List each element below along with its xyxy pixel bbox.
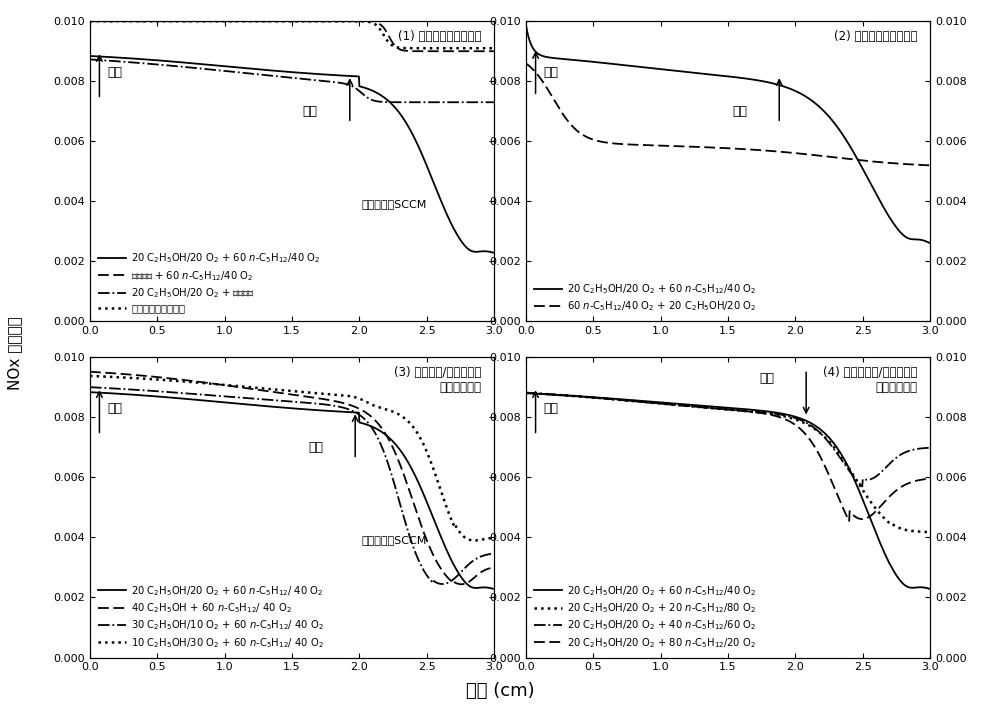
Text: 前喷: 前喷 [544,66,559,78]
Text: 前喷: 前喷 [108,66,122,78]
Legend: 20 C$_2$H$_5$OH/20 O$_2$ + 60 $n$-C$_5$H$_{12}$/ 40 O$_2$, 40 C$_2$H$_5$OH + 60 : 20 C$_2$H$_5$OH/20 O$_2$ + 60 $n$-C$_5$H… [95,581,327,653]
Text: 后喷: 后喷 [732,105,747,118]
Text: 流量单位：SCCM: 流量单位：SCCM [362,535,427,546]
Legend: 20 C$_2$H$_5$OH/20 O$_2$ + 60 $n$-C$_5$H$_{12}$/40 O$_2$, 前端不喷 + 60 $n$-C$_5$H$_: 20 C$_2$H$_5$OH/20 O$_2$ + 60 $n$-C$_5$H… [95,248,323,316]
Text: (4) 后喷正戊烷/氧气当量比
变化情况对比: (4) 后喷正戊烷/氧气当量比 变化情况对比 [823,366,918,395]
Legend: 20 C$_2$H$_5$OH/20 O$_2$ + 60 $n$-C$_5$H$_{12}$/40 O$_2$, 60 $n$-C$_5$H$_{12}$/4: 20 C$_2$H$_5$OH/20 O$_2$ + 60 $n$-C$_5$H… [531,279,759,316]
Text: (3) 前喷乙醇/氧气当量比
变化情况对比: (3) 前喷乙醇/氧气当量比 变化情况对比 [394,366,482,395]
Text: NOx 摩尔分数: NOx 摩尔分数 [7,317,23,390]
Text: 后喷: 后喷 [759,372,774,385]
Text: 后喷: 后喷 [308,441,323,454]
Text: 前喷: 前喷 [544,402,559,415]
Text: 前喷: 前喷 [108,402,122,415]
Text: 后喷: 后喷 [303,105,318,118]
Text: 距离 (cm): 距离 (cm) [466,682,534,700]
Text: (2) 前后喷正置倒置对比: (2) 前后喷正置倒置对比 [834,30,918,43]
Legend: 20 C$_2$H$_5$OH/20 O$_2$ + 60 $n$-C$_5$H$_{12}$/40 O$_2$, 20 C$_2$H$_5$OH/20 O$_: 20 C$_2$H$_5$OH/20 O$_2$ + 60 $n$-C$_5$H… [531,581,759,653]
Text: 流量单位：SCCM: 流量单位：SCCM [362,199,427,209]
Text: (1) 前后喷添加与否对比: (1) 前后喷添加与否对比 [398,30,482,43]
